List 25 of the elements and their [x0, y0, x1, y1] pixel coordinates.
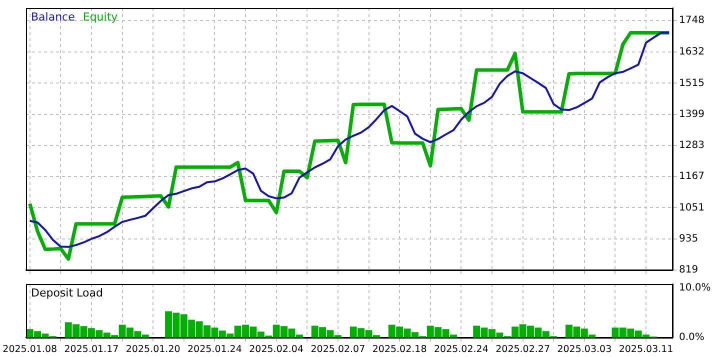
x-tick-label: 2025.01.24: [188, 344, 242, 355]
y-tick-label: 1051: [679, 202, 704, 214]
y-tick-label: 1399: [679, 108, 704, 120]
y-tick-label: 935: [679, 233, 698, 244]
text: Equity: [82, 10, 118, 24]
chart-title: Deposit Load: [31, 286, 103, 300]
x-tick-label: 2025.02.24: [434, 344, 488, 355]
x-tick-label: 2025.03.11: [618, 344, 674, 355]
y-tick-label: 1283: [679, 140, 704, 152]
text: Balance: [31, 10, 76, 24]
x-tick-label: 2025.02.04: [249, 344, 304, 355]
y-tick-label: 819: [679, 264, 698, 276]
x-tick-label: 2025.02.18: [372, 344, 427, 355]
x-tick-label: 2025.01.08: [2, 344, 58, 355]
y-tick-label: 10.0%: [679, 282, 711, 294]
x-tick-label: 2025.01.17: [64, 344, 119, 355]
y-tick-label: 1748: [679, 15, 704, 26]
y-tick-label: 1167: [679, 171, 704, 182]
x-tick-label: 2025.02.07: [310, 344, 366, 355]
x-tick-label: 2025.02.27: [496, 344, 550, 355]
y-tick-label: 0.0%: [679, 332, 704, 344]
y-tick-label: 1515: [679, 78, 704, 89]
y-tick-label: 1632: [679, 46, 704, 58]
x-tick-label: 2025.03.03: [557, 344, 612, 355]
x-tick-label: 2025.01.20: [126, 344, 180, 355]
